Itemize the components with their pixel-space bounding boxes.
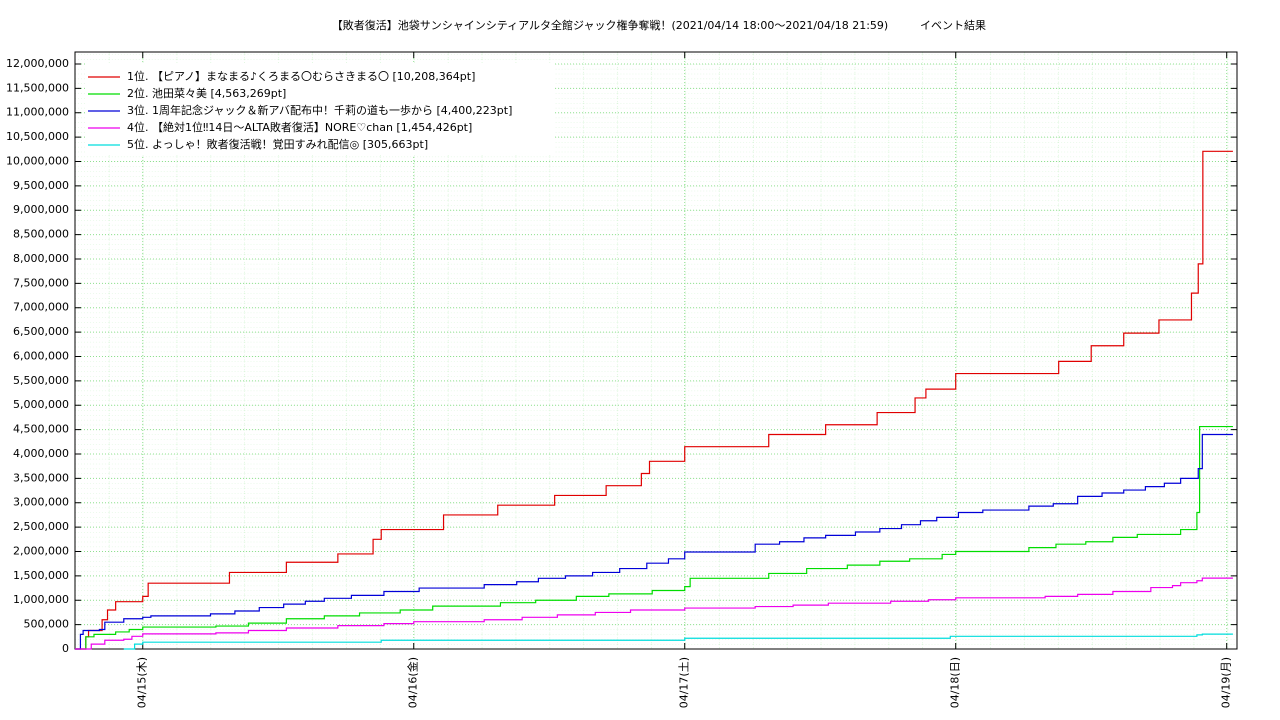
- series-line: [75, 425, 1233, 650]
- plot-frame: [74, 51, 1238, 650]
- x-tick-label: 04/18(日): [949, 657, 962, 708]
- legend-box: [85, 63, 555, 155]
- legend-label: 2位. 池田菜々美 [4,563,269pt]: [127, 86, 286, 100]
- legend-label: 5位. よっしゃ！敗者復活戦！覚田すみれ配信◎ [305,663pt]: [127, 137, 428, 151]
- y-tick-label: 6,500,000: [13, 325, 69, 338]
- y-tick-label: 3,500,000: [13, 471, 69, 484]
- series-line: [75, 577, 1233, 650]
- y-tick-label: 3,000,000: [13, 496, 69, 509]
- y-tick-label: 11,000,000: [6, 106, 69, 119]
- y-tick-label: 9,500,000: [13, 179, 69, 192]
- legend-label: 3位. 1周年記念ジャック＆新アバ配布中！千莉の道も一歩から [4,400,22…: [127, 103, 512, 117]
- y-tick-label: 4,500,000: [13, 423, 69, 436]
- x-tick-label: 04/15(木): [136, 657, 149, 708]
- x-tick-label: 04/17(土): [678, 657, 691, 708]
- y-tick-label: 9,000,000: [13, 203, 69, 216]
- y-tick-label: 5,000,000: [13, 398, 69, 411]
- y-tick-label: 11,500,000: [6, 81, 69, 94]
- y-tick-label: 2,000,000: [13, 544, 69, 557]
- x-tick-label: 04/16(金): [406, 657, 420, 708]
- series-line: [75, 150, 1233, 650]
- y-tick-label: 12,000,000: [6, 57, 69, 70]
- y-tick-label: 7,500,000: [13, 276, 69, 289]
- y-tick-label: 5,500,000: [13, 374, 69, 387]
- series-line: [123, 633, 1233, 650]
- y-tick-label: 8,500,000: [13, 228, 69, 241]
- y-tick-label: 7,000,000: [13, 301, 69, 314]
- y-tick-label: 500,000: [24, 618, 70, 631]
- y-tick-label: 8,000,000: [13, 252, 69, 265]
- y-tick-label: 10,000,000: [6, 154, 69, 167]
- x-tick-label: 04/19(月): [1220, 657, 1233, 708]
- y-tick-label: 2,500,000: [13, 520, 69, 533]
- y-tick-label: 4,000,000: [13, 447, 69, 460]
- legend-label: 1位. 【ピアノ】まなまる♪くろまる〇むらさきまる〇 [10,208,364pt…: [127, 69, 475, 83]
- y-tick-label: 6,000,000: [13, 349, 69, 362]
- series-line: [75, 433, 1233, 650]
- y-tick-label: 1,000,000: [13, 593, 69, 606]
- y-tick-label: 1,500,000: [13, 569, 69, 582]
- chart-subtitle: イベント結果: [920, 18, 986, 32]
- legend-label: 4位. 【絶対1位‼14日〜ALTA敗者復活】NORE♡chan [1,454,…: [127, 120, 472, 134]
- y-tick-label: 10,500,000: [6, 130, 69, 143]
- y-tick-label: 0: [62, 642, 69, 655]
- chart-title: 【敗者復活】池袋サンシャインシティアルタ全館ジャック権争奪戦！(2021/04/…: [332, 18, 888, 32]
